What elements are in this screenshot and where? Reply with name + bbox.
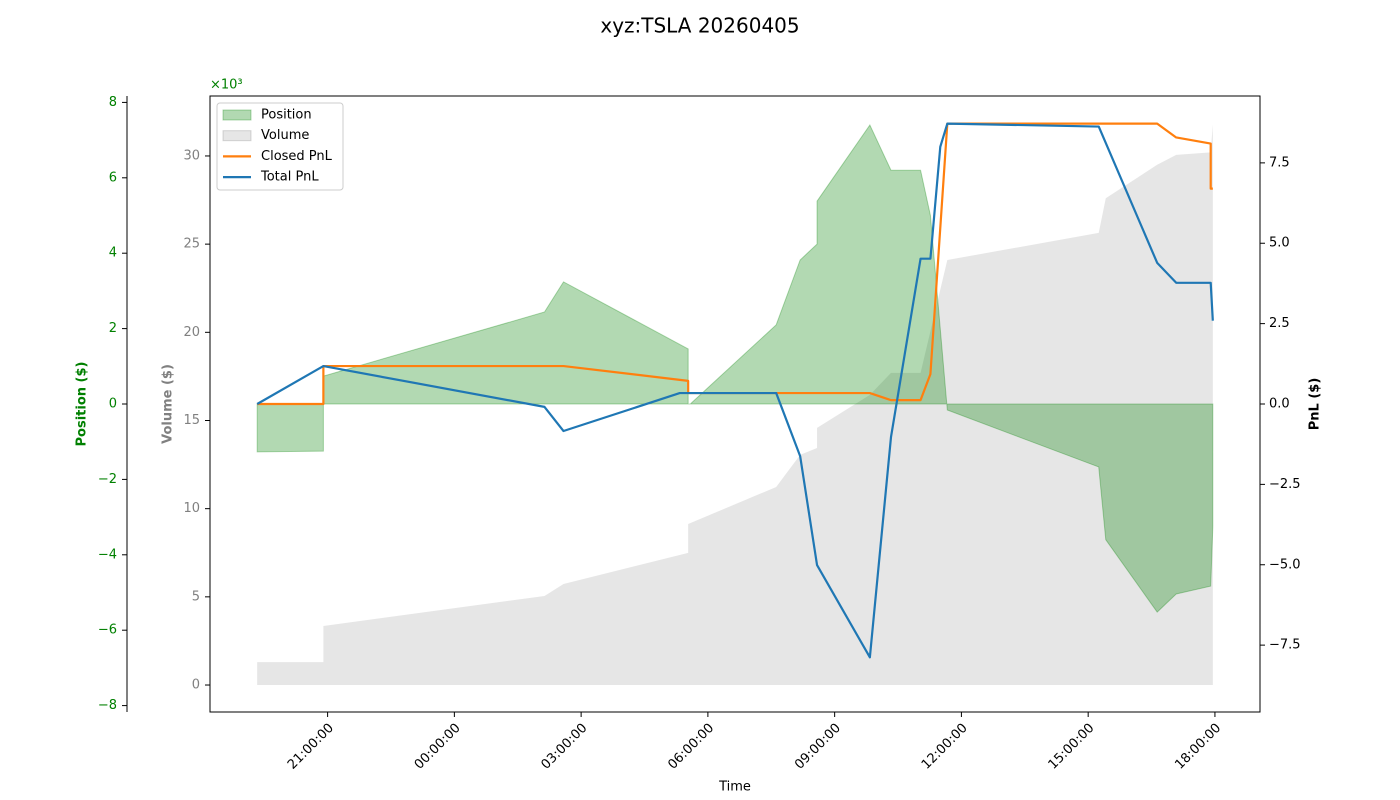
y-tick-label: 2 <box>109 321 117 336</box>
y2-tick-label: −2.5 <box>1269 477 1301 492</box>
y-tick-label: −8 <box>98 698 117 713</box>
y-tick-label: 8 <box>109 95 117 110</box>
legend-swatch <box>222 130 252 142</box>
y3-tick-label: 15 <box>183 413 200 428</box>
y-tick-label: −6 <box>98 623 117 638</box>
y-tick-label: 0 <box>109 397 117 412</box>
legend-label: Volume <box>261 128 309 143</box>
y-tick-label: 6 <box>109 170 117 185</box>
x-tick-label: 06:00:00 <box>665 721 717 773</box>
line <box>256 122 1214 659</box>
line <box>257 122 1213 406</box>
x-tick-label: 09:00:00 <box>792 721 844 773</box>
y3-axis-label: Volume ($) <box>161 364 176 444</box>
y-tick-label: 4 <box>109 246 117 261</box>
y2-tick-label: 5.0 <box>1269 236 1290 251</box>
y-axis-label: Position ($) <box>75 362 90 447</box>
x-tick-label: 12:00:00 <box>919 721 971 773</box>
y-tick-label: −4 <box>98 547 117 562</box>
y2-axis-label: PnL ($) <box>1308 378 1323 431</box>
y3-tick-label: 10 <box>183 501 200 516</box>
legend-swatch <box>222 109 252 121</box>
y2-tick-label: 2.5 <box>1269 316 1290 331</box>
x-tick-label: 03:00:00 <box>539 721 591 773</box>
y3-tick-label: 20 <box>183 325 200 340</box>
y3-offset-text: ×10³ <box>210 78 243 93</box>
legend-label: Position <box>261 108 312 123</box>
chart-title: xyz:TSLA 20260405 <box>600 14 799 38</box>
y-tick-label: −2 <box>98 472 117 487</box>
y2-tick-label: −5.0 <box>1269 557 1301 572</box>
x-tick-label: 15:00:00 <box>1046 721 1098 773</box>
y3-tick-label: 25 <box>183 237 200 252</box>
legend-box <box>216 102 344 191</box>
y3-tick-label: 30 <box>183 148 200 163</box>
x-tick-label: 00:00:00 <box>412 721 464 773</box>
y2-tick-label: −7.5 <box>1269 638 1301 653</box>
legend-label: Closed PnL <box>261 149 333 164</box>
y2-tick-label: 0.0 <box>1269 397 1290 412</box>
area <box>256 124 1214 613</box>
legend-label: Total PnL <box>260 170 319 185</box>
x-tick-label: 18:00:00 <box>1172 721 1224 773</box>
y2-tick-label: 7.5 <box>1269 155 1290 170</box>
y3-tick-label: 0 <box>192 678 200 693</box>
y3-tick-label: 5 <box>192 589 200 604</box>
x-tick-label: 21:00:00 <box>285 721 337 773</box>
x-axis-label: Time <box>718 780 751 795</box>
area <box>257 124 1213 686</box>
